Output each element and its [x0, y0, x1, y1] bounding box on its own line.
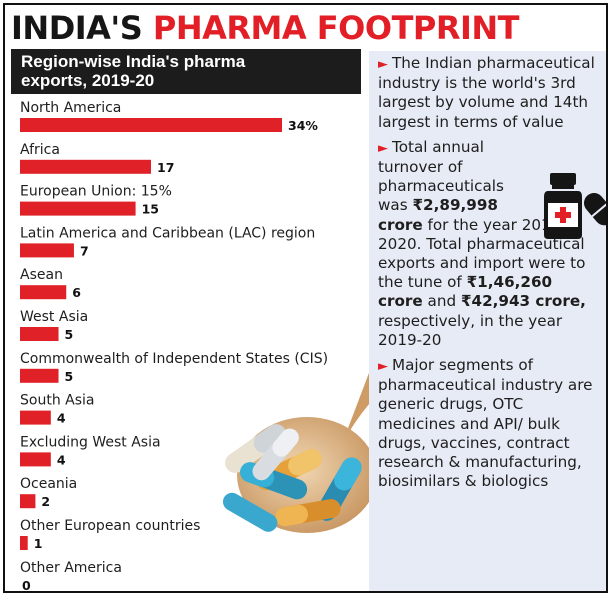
fact-3-text: Major segments of pharmaceutical industr… — [378, 356, 593, 491]
pills-spoon-illustration — [222, 357, 375, 533]
fact-2-and: and — [422, 292, 461, 311]
category-label: South Asia — [20, 393, 94, 409]
fact-2-was: was — [378, 196, 408, 215]
arrow-icon: ► — [378, 57, 388, 72]
fact-2-line-3: pharmaceuticals — [378, 177, 504, 196]
fact-paragraph-1: ► The Indian pharmaceutical industry is t… — [378, 54, 602, 132]
turnover-amount: ₹2,89,998 — [412, 196, 498, 215]
fact-1-text: The Indian pharmaceutical industry is th… — [378, 54, 595, 131]
value-label: 4 — [57, 452, 66, 467]
category-label: Latin America and Caribbean (LAC) region — [20, 225, 315, 241]
page-title: INDIA'S PHARMA FOOTPRINT — [11, 8, 520, 50]
fact-2-line-1: Total annual — [392, 137, 485, 156]
fact-paragraph-2: ► Total annual turnover of pharmaceutical… — [378, 138, 602, 350]
category-label: Africa — [20, 142, 60, 158]
fact-2-end: respectively, in the year 2019-20 — [378, 311, 563, 349]
bar — [20, 452, 51, 467]
medicine-bottle-icon — [544, 173, 606, 239]
fact-2-middle: for the year 2019-2020. Total pharmaceut… — [378, 215, 586, 292]
chart-title-line-2: exports, 2019-20 — [21, 71, 155, 90]
value-label: 6 — [72, 285, 81, 300]
bar — [20, 243, 74, 258]
fact-paragraph-3: ► Major segments of pharmaceutical indust… — [378, 356, 602, 491]
imports-amount: ₹42,943 crore, — [460, 292, 586, 311]
category-label: Commonwealth of Independent States (CIS) — [20, 351, 328, 367]
value-label: 17 — [157, 160, 174, 175]
bar — [20, 494, 36, 509]
category-label: Oceania — [20, 476, 77, 492]
value-label: 5 — [65, 327, 74, 342]
category-label: North America — [20, 100, 121, 116]
value-label: 2 — [41, 494, 50, 509]
bar — [20, 410, 51, 425]
bar — [20, 159, 151, 174]
value-label: 0 — [22, 578, 31, 593]
facts-panel: ► The Indian pharmaceutical industry is t… — [369, 51, 606, 591]
bar — [20, 201, 136, 216]
title-part-1: INDIA'S — [11, 9, 153, 47]
chart-title-line-1: Region-wise India's pharma — [21, 52, 246, 71]
bar — [20, 368, 59, 383]
title-part-2: PHARMA FOOTPRINT — [152, 9, 520, 47]
value-label: 15 — [142, 202, 159, 217]
value-label: 5 — [65, 369, 74, 384]
category-label: West Asia — [20, 309, 88, 325]
bar — [20, 536, 28, 550]
value-label: 4 — [57, 411, 66, 426]
infographic-frame: INDIA'S PHARMA FOOTPRINT Region-wise Ind… — [3, 3, 608, 593]
value-label: 34% — [288, 118, 318, 133]
chart-title-band: Region-wise India's pharma exports, 2019… — [11, 49, 361, 94]
value-label: 1 — [34, 536, 43, 551]
bar — [20, 327, 59, 341]
category-label: Asean — [20, 267, 63, 283]
fact-2-line-2: turnover of — [378, 158, 463, 177]
exports-amount: ₹1,46,260 crore — [378, 273, 553, 311]
category-label: Excluding West Asia — [20, 434, 161, 450]
arrow-icon: ► — [378, 359, 388, 375]
category-label: Other America — [20, 560, 122, 576]
value-label: 7 — [80, 243, 89, 258]
turnover-unit: crore — [378, 215, 423, 234]
category-label: European Union: 15% — [20, 184, 172, 200]
bar — [20, 285, 67, 300]
arrow-icon: ► — [378, 140, 388, 156]
category-label: Other European countries — [20, 518, 200, 534]
bar — [20, 118, 282, 132]
